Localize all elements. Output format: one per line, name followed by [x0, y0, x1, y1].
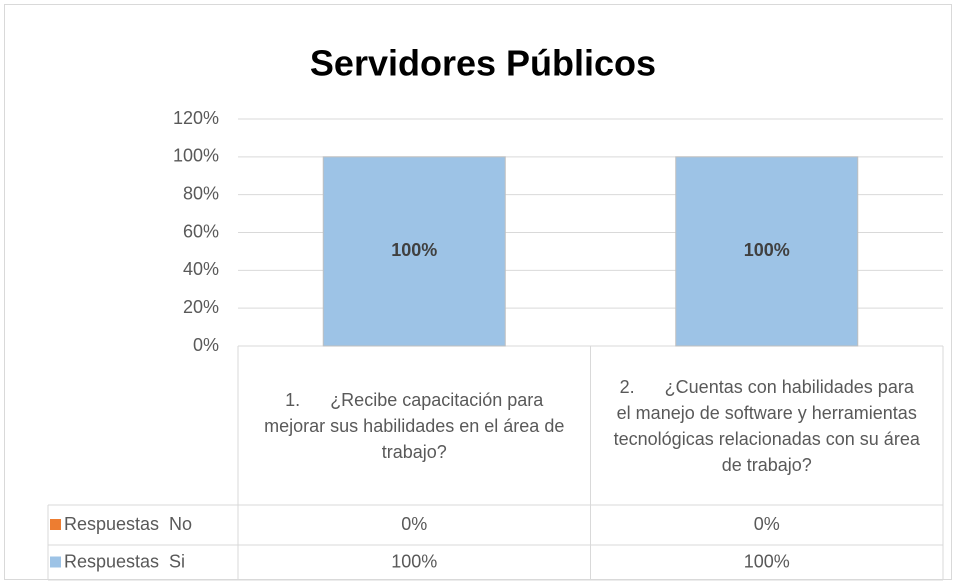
chart-title: Servidores Públicos	[310, 43, 656, 84]
table-cell: 0%	[401, 514, 427, 534]
legend-key	[50, 519, 61, 530]
table-cell: 100%	[391, 551, 437, 571]
legend-key	[50, 556, 61, 568]
data-label: 100%	[744, 240, 790, 260]
legend-label: Respuestas No	[64, 514, 192, 534]
y-tick-label: 120%	[173, 108, 219, 128]
y-tick-label: 40%	[183, 259, 219, 279]
table-cell: 0%	[754, 514, 780, 534]
y-tick-label: 20%	[183, 297, 219, 317]
bar	[675, 156, 859, 347]
data-label: 100%	[391, 240, 437, 260]
bar	[322, 156, 506, 347]
legend-label: Respuestas Si	[64, 551, 185, 571]
x-tick-label: 2. ¿Cuentas con habilidades para el mane…	[613, 376, 925, 475]
y-tick-label: 100%	[173, 146, 219, 166]
x-tick-label: 1. ¿Recibe capacitación para mejorar sus…	[264, 389, 570, 462]
table-cell: 100%	[744, 551, 790, 571]
y-tick-label: 0%	[193, 335, 219, 355]
y-tick-label: 60%	[183, 221, 219, 241]
y-tick-label: 80%	[183, 183, 219, 203]
